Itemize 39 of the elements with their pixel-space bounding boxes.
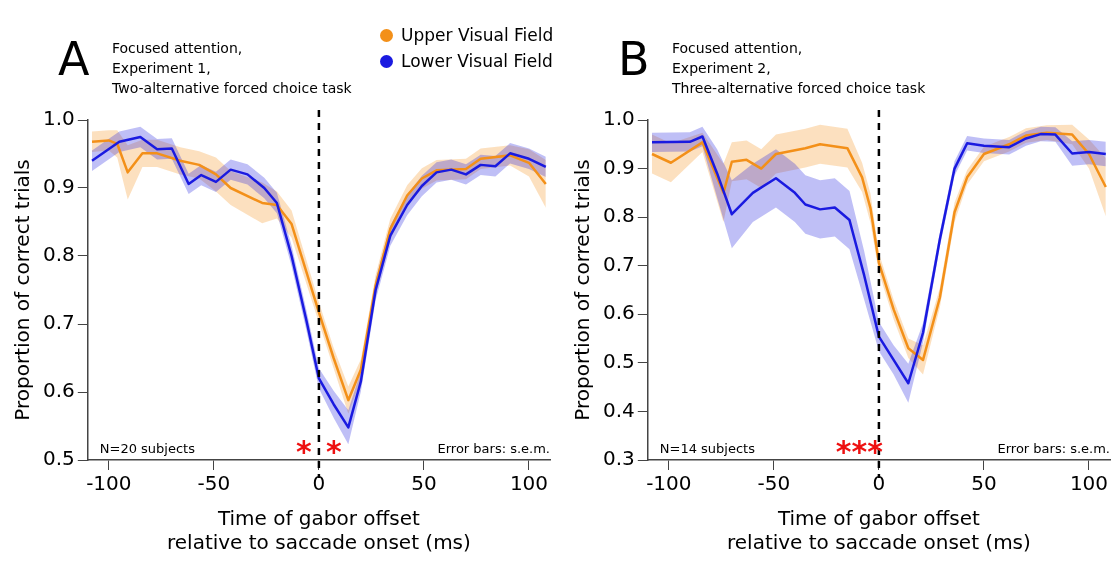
annotation: ***	[835, 433, 884, 469]
annotation: Error bars: s.e.m.	[437, 440, 550, 456]
x-axis-title: Time of gabor offset relative to saccade onset (ms)	[166, 506, 471, 555]
y-axis-title: Proportion of correct trials	[570, 159, 595, 421]
x-tick-label: -100	[646, 471, 692, 496]
chart-title: B	[618, 32, 650, 86]
x-tick-label: -100	[86, 471, 132, 496]
annotation: N=20 subjects	[99, 440, 196, 456]
annotation: *	[326, 433, 343, 469]
x-tick-label: -50	[197, 471, 231, 496]
y-tick-label: 0.9	[602, 154, 635, 179]
x-tick-label: 50	[971, 471, 997, 496]
y-tick-label: 0.8	[42, 242, 75, 267]
annotation: *	[296, 433, 313, 469]
chart-subtitle: Focused attention, Experiment 2, Three-alternative forced choice task	[672, 39, 926, 98]
y-tick-label: 0.8	[602, 203, 635, 228]
legend-label: Upper Visual Field	[401, 25, 554, 45]
y-tick-label: 0.7	[42, 310, 75, 335]
x-tick-label: 100	[509, 471, 549, 496]
y-tick-label: 0.3	[602, 446, 635, 471]
y-tick-label: 0.6	[42, 378, 75, 403]
legend-label: Lower Visual Field	[401, 51, 553, 71]
chart-title: A	[58, 32, 90, 86]
x-tick-label: -50	[757, 471, 791, 496]
y-tick-label: 0.5	[42, 446, 75, 471]
annotation: Error bars: s.e.m.	[997, 440, 1110, 456]
y-axis-title: Proportion of correct trials	[10, 159, 35, 421]
y-tick-label: 1.0	[42, 106, 75, 131]
x-tick-label: 100	[1069, 471, 1109, 496]
y-tick-label: 0.5	[602, 349, 635, 374]
y-tick-label: 0.9	[42, 174, 75, 199]
annotation: N=14 subjects	[659, 440, 756, 456]
y-tick-label: 0.6	[602, 300, 635, 325]
y-tick-label: 1.0	[602, 106, 635, 131]
y-tick-label: 0.7	[602, 251, 635, 276]
chart-subtitle: Focused attention, Experiment 1, Two-alternative forced choice task	[112, 39, 352, 98]
x-axis-title: Time of gabor offset relative to saccade onset (ms)	[726, 506, 1031, 555]
y-tick-label: 0.4	[602, 397, 635, 422]
x-tick-label: 50	[411, 471, 437, 496]
